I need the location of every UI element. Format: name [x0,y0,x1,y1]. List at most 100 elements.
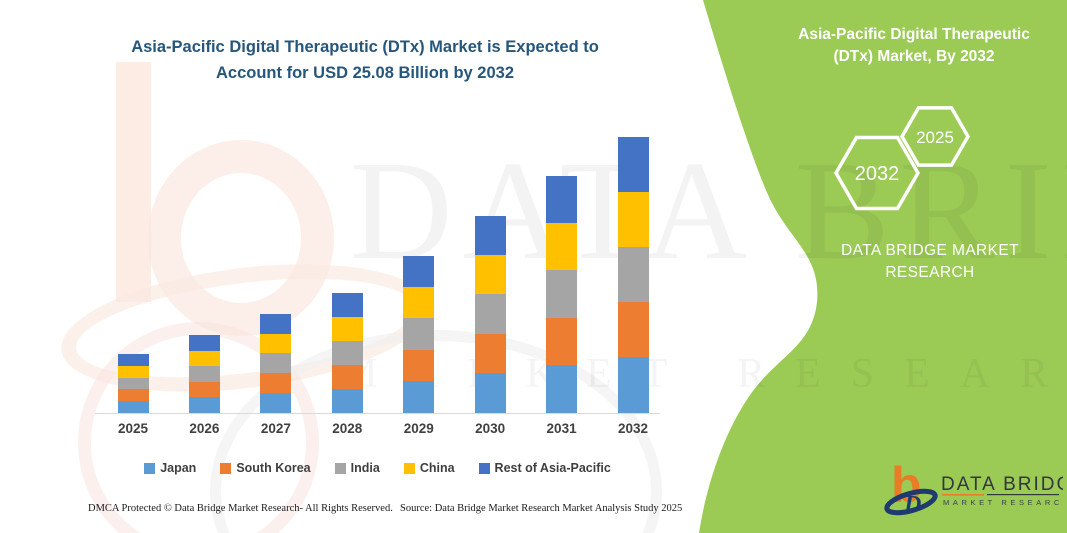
bar-segment-india [260,353,292,374]
bar-segment-india [546,270,578,318]
bar-segment-india [617,246,649,302]
bar-segment-japan [474,373,506,413]
x-axis-label-2025: 2025 [117,421,149,436]
bar-segment-rest-of-asia-pacific [188,335,220,351]
bar-segment-south-korea [617,301,649,358]
legend-item-india: India [334,461,380,475]
dmca-notice: DMCA Protected © Data Bridge Market Rese… [88,503,393,514]
bar-segment-japan [546,365,578,413]
bar-segment-south-korea [331,364,363,389]
bar-segment-india [403,318,435,350]
green-panel-shape [699,0,1067,533]
x-axis-label-2029: 2029 [403,421,434,436]
logo-d-icon: D [903,492,921,518]
x-axis-label-2032: 2032 [617,421,649,436]
bar-segment-japan [617,357,649,413]
chart-title-line2: Account for USD 25.08 Billion by 2032 [216,64,514,82]
bar-segment-south-korea [188,381,220,398]
bar-segment-china [188,350,220,367]
bar-segment-japan [260,393,292,413]
bar-segment-india [474,294,506,335]
legend-swatch-icon [403,462,415,474]
logo-brand-text: DATA BRIDGE [941,474,1063,495]
bar-segment-south-korea [260,373,292,393]
legend-swatch-icon [334,462,346,474]
bar-segment-south-korea [403,349,435,382]
bar-2030 [474,216,506,413]
bar-segment-china [617,191,649,247]
legend-label: South Korea [236,461,311,475]
x-axis-label-2027: 2027 [260,421,291,436]
source-note: Source: Data Bridge Market Research Mark… [400,503,683,514]
legend-label: India [350,461,380,475]
bar-segment-india [188,366,220,382]
bar-segment-japan [331,388,363,413]
legend-item-rest-of-asia-pacific: Rest of Asia-Pacific [478,461,611,475]
bar-segment-rest-of-asia-pacific [331,293,363,317]
bar-2026 [188,335,220,413]
logo-dark-rule [987,494,1059,496]
bar-segment-china [474,255,506,295]
bar-segment-china [546,223,578,271]
bar-segment-rest-of-asia-pacific [260,314,292,334]
bar-segment-rest-of-asia-pacific [474,216,506,256]
x-axis-label-2028: 2028 [332,421,363,436]
logo-sub-text: MARKET RESEARCH [943,498,1063,507]
legend-swatch-icon [478,462,490,474]
hexagon-2032-label: 2032 [855,163,900,185]
x-axis-label-2031: 2031 [546,421,577,436]
side-panel-title-line1: Asia-Pacific Digital Therapeutic [798,26,1030,43]
bar-2032 [617,137,649,413]
legend-swatch-icon [144,462,156,474]
side-panel-title-line2: (DTx) Market, By 2032 [833,48,995,65]
side-panel-brand-text: DATA BRIDGE MARKET RESEARCH [820,240,1040,284]
bar-segment-india [331,340,363,365]
hexagon-2025-label: 2025 [916,128,954,147]
legend-item-japan: Japan [144,461,196,475]
bar-segment-rest-of-asia-pacific [546,176,578,224]
bar-segment-china [403,287,435,319]
logo-b-icon: b [891,460,922,513]
year-hexagons: 2032 2025 [833,106,971,211]
logo-swoosh-icon [884,488,938,516]
bar-segment-south-korea [546,317,578,366]
logo-orange-rule [942,494,984,496]
side-panel-brand-line2: RESEARCH [885,264,975,281]
bar-2025 [117,354,149,413]
bar-2029 [403,256,435,413]
side-panel-brand-line1: DATA BRIDGE MARKET [840,242,1019,259]
chart-title-line1: Asia-Pacific Digital Therapeutic (DTx) M… [131,38,599,56]
bar-segment-china [260,333,292,354]
legend-label: Rest of Asia-Pacific [494,461,611,475]
bar-segment-rest-of-asia-pacific [617,137,649,192]
hexagon-2025 [899,106,971,167]
bar-2031 [546,176,578,413]
hexagon-2032 [833,135,921,211]
legend-label: China [419,461,455,475]
legend-item-south-korea: South Korea [220,461,311,475]
bar-segment-japan [188,397,220,413]
bar-segment-india [117,377,149,390]
legend-label: Japan [160,461,197,475]
chart-title: Asia-Pacific Digital Therapeutic (DTx) M… [105,34,625,86]
legend-swatch-icon [220,462,232,474]
data-bridge-logo: b D DATA BRIDGE MARKET RESEARCH [884,460,1063,518]
bar-2027 [260,314,292,413]
bar-segment-japan [117,400,149,413]
chart-legend: Japan South Korea India China Rest of Asia-P… [95,461,660,475]
bar-2028 [331,293,363,413]
x-axis-labels: 2025 2026 2027 2028 2029 2030 2031 2032 [95,421,660,441]
x-axis-label-2026: 2026 [189,421,220,436]
x-axis-label-2030: 2030 [475,421,506,436]
bar-segment-rest-of-asia-pacific [117,354,149,366]
bar-segment-rest-of-asia-pacific [403,256,435,288]
legend-item-china: China [403,461,455,475]
bar-segment-china [117,365,149,378]
bar-segment-south-korea [117,389,149,401]
side-panel-title: Asia-Pacific Digital Therapeutic (DTx) M… [782,24,1046,68]
bar-segment-south-korea [474,334,506,374]
bar-segment-china [331,316,363,341]
bar-segment-japan [403,381,435,413]
